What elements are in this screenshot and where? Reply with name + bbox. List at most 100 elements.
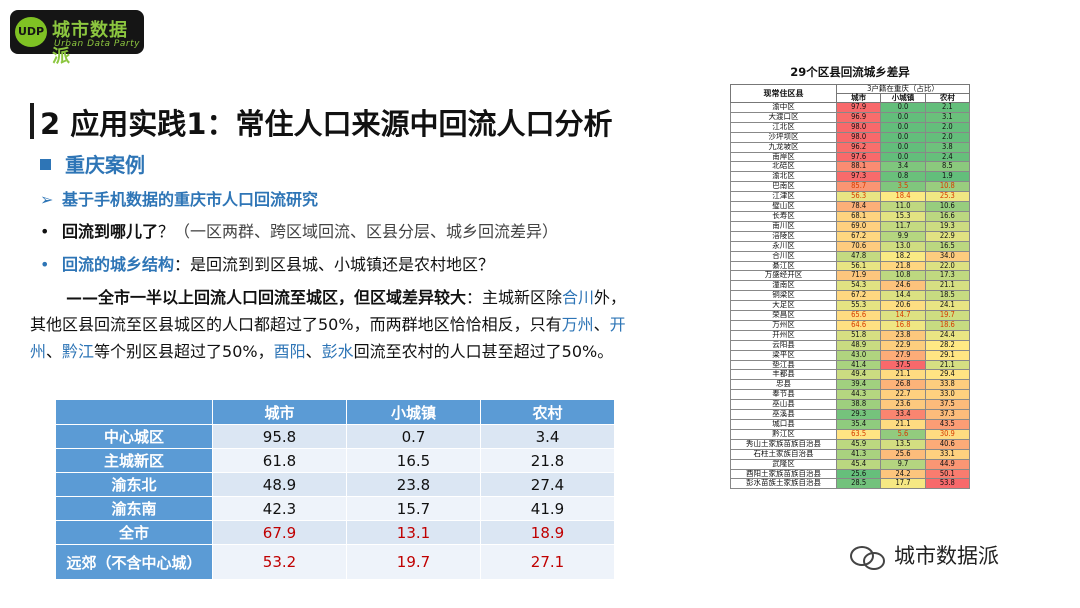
region-summary-table: 城市 小城镇 农村 中心城区 95.8 0.7 3.4 主城新区 61.8 16… <box>55 399 615 580</box>
district-name: 万州区 <box>730 319 837 331</box>
cell-town: 19.7 <box>346 544 481 580</box>
row-label: 远郊（不含中心城） <box>55 544 213 580</box>
district-row: 渝北区 97.3 0.8 1.9 <box>730 171 971 183</box>
cell-rural: 44.9 <box>924 458 971 470</box>
district-name: 大足区 <box>730 300 837 312</box>
cell-town: 3.4 <box>880 161 926 173</box>
table-header-row: 现常住区县 3户籍在重庆（占比） <box>730 84 970 103</box>
cell-town: 0.0 <box>880 111 926 123</box>
district-row: 涪陵区 67.2 9.9 22.9 <box>730 230 971 242</box>
cell-town: 21.8 <box>880 260 926 272</box>
district-name: 九龙坡区 <box>730 141 837 153</box>
district-name: 梁平区 <box>730 349 837 361</box>
paragraph-sep: 、 <box>305 342 322 361</box>
cell-rural: 22.9 <box>924 230 971 242</box>
header-city: 城市 <box>835 93 882 103</box>
cell-city: 49.4 <box>835 369 882 381</box>
brand-logo: UDP 城市数据派 Urban Data Party <box>10 10 144 67</box>
district-name: 忠县 <box>730 379 837 391</box>
cell-town: 0.0 <box>880 151 926 163</box>
table-header-row: 城市 小城镇 农村 <box>731 93 971 103</box>
table-row: 全市 67.9 13.1 18.9 <box>55 520 615 545</box>
district-name: 武隆区 <box>730 458 837 470</box>
highlight-hechuan: 合川 <box>562 288 595 307</box>
cell-city: 29.3 <box>835 409 882 420</box>
district-name: 璧山区 <box>730 201 837 212</box>
district-name: 酉阳土家族苗族自治县 <box>730 468 837 480</box>
title-accent-bar <box>30 103 34 139</box>
table-row: 中心城区 95.8 0.7 3.4 <box>55 424 615 449</box>
cell-rural: 17.3 <box>924 270 971 282</box>
district-name: 合川区 <box>730 250 837 262</box>
row-label: 渝东北 <box>55 472 213 497</box>
cell-rural: 2.0 <box>924 121 971 133</box>
district-name: 铜梁区 <box>730 290 837 302</box>
district-row: 渝中区 97.9 0.0 2.1 <box>730 102 971 113</box>
cell-city: 35.4 <box>835 419 882 430</box>
cell-town: 21.1 <box>880 369 926 381</box>
cell-city: 68.1 <box>835 210 882 222</box>
district-name: 江津区 <box>730 191 837 203</box>
cell-town: 16.8 <box>880 319 926 331</box>
cell-rural: 2.1 <box>924 102 971 113</box>
slide-title: 2 应用实践1：常住人口来源中回流人口分析 <box>40 107 613 141</box>
district-row: 沙坪坝区 98.0 0.0 2.0 <box>730 131 971 143</box>
district-row: 北碚区 88.1 3.4 8.5 <box>730 161 971 173</box>
cell-town: 22.9 <box>880 339 926 351</box>
cell-rural: 19.7 <box>924 310 971 321</box>
district-row: 梁平区 43.0 27.9 29.1 <box>730 349 971 361</box>
cell-town: 15.7 <box>346 496 481 521</box>
cell-rural: 29.1 <box>924 349 971 361</box>
highlight-youyang: 酉阳 <box>273 342 306 361</box>
cell-city: 98.0 <box>835 121 882 133</box>
cell-town: 13.1 <box>346 520 481 545</box>
table-row: 远郊（不含中心城） 53.2 19.7 27.1 <box>55 544 615 580</box>
cell-city: 85.7 <box>835 181 882 193</box>
cell-town: 13.0 <box>880 240 926 252</box>
district-name: 巴南区 <box>730 181 837 193</box>
section-heading: 重庆案例 <box>40 149 145 178</box>
district-name: 开州区 <box>730 329 837 341</box>
table-row: 主城新区 61.8 16.5 21.8 <box>55 448 615 473</box>
cell-rural: 37.3 <box>924 409 971 420</box>
cell-rural: 10.6 <box>924 201 971 212</box>
cell-city: 41.4 <box>835 359 882 371</box>
cell-town: 10.8 <box>880 270 926 282</box>
cell-town: 16.5 <box>346 448 481 473</box>
bullet-structure-bold: 回流的城乡结构 <box>62 255 175 274</box>
cell-city: 69.0 <box>835 220 882 232</box>
cell-city: 56.3 <box>835 191 882 203</box>
cell-town: 23.8 <box>346 472 481 497</box>
district-row: 开州区 51.8 23.8 24.4 <box>730 329 971 341</box>
logo-badge-icon: UDP <box>15 17 47 47</box>
district-name: 丰都县 <box>730 369 837 381</box>
cell-town: 27.9 <box>880 349 926 361</box>
cell-rural: 33.1 <box>924 448 971 460</box>
district-name: 北碚区 <box>730 161 837 173</box>
district-name: 长寿区 <box>730 210 837 222</box>
district-row: 石柱土家族自治县 41.3 25.6 33.1 <box>730 448 971 460</box>
district-row: 云阳县 48.9 22.9 28.2 <box>730 339 971 351</box>
district-name: 南岸区 <box>730 151 837 163</box>
district-name: 大渡口区 <box>730 111 837 123</box>
district-table: 现常住区县 3户籍在重庆（占比） 城市 小城镇 农村 渝中区 97.9 0.0 2.1… <box>730 84 971 490</box>
cell-rural: 19.3 <box>924 220 971 232</box>
district-row: 秀山土家族苗族自治县 45.9 13.5 40.6 <box>730 438 971 450</box>
section-heading-text: 重庆案例 <box>65 153 145 177</box>
cell-rural: 18.9 <box>480 520 615 545</box>
district-name: 奉节县 <box>730 389 837 401</box>
cell-city: 65.6 <box>835 310 882 321</box>
logo-subtitle: Urban Data Party <box>54 39 140 49</box>
square-bullet-icon <box>40 159 51 170</box>
table-header-cell <box>55 399 213 425</box>
cell-rural: 21.1 <box>924 359 971 371</box>
dot-bullet-icon: • <box>40 255 50 274</box>
cell-town: 14.4 <box>880 290 926 302</box>
cell-city: 43.0 <box>835 349 882 361</box>
watermark: 城市数据派 <box>848 540 999 570</box>
paragraph-sep: 、 <box>593 315 610 334</box>
district-name: 彭水苗族土家族自治县 <box>730 478 837 490</box>
cell-rural: 41.9 <box>480 496 615 521</box>
cell-town: 9.9 <box>880 230 926 242</box>
cell-town: 5.6 <box>880 428 926 440</box>
